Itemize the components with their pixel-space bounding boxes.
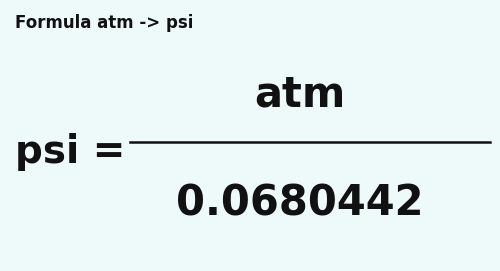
Text: atm: atm: [254, 74, 346, 116]
Text: Formula atm -> psi: Formula atm -> psi: [15, 14, 194, 31]
Text: psi =: psi =: [15, 133, 125, 171]
Text: 0.0680442: 0.0680442: [176, 182, 424, 224]
